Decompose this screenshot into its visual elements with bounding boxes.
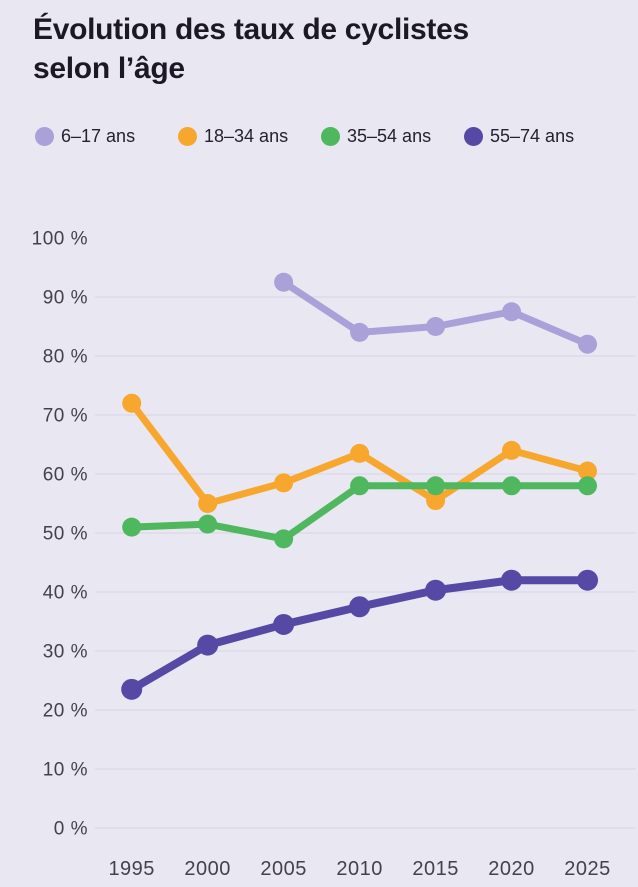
legend-item-35-54: 35–54 ans (321, 126, 464, 147)
data-point (578, 461, 598, 481)
data-point (426, 491, 446, 511)
x-tick-label: 2000 (184, 858, 231, 880)
y-tick-label: 80 % (43, 347, 88, 368)
data-point (197, 634, 219, 656)
data-point (425, 579, 447, 601)
x-axis-labels: 1995 2000 2005 2010 2015 2020 2025 (108, 858, 610, 880)
data-point (121, 678, 143, 700)
series-6–17ans (274, 272, 598, 354)
data-point (274, 272, 294, 292)
y-tick-label: 50 % (43, 524, 88, 545)
data-point (122, 517, 142, 537)
data-point (273, 613, 295, 635)
data-point (577, 569, 599, 591)
x-tick-label: 2020 (488, 858, 535, 880)
data-point (122, 393, 142, 413)
x-tick-label: 2015 (412, 858, 459, 880)
data-point (578, 476, 598, 496)
data-point (502, 440, 522, 460)
y-tick-label: 10 % (43, 760, 88, 781)
y-tick-label: 20 % (43, 701, 88, 722)
y-tick-label: 30 % (43, 642, 88, 663)
chart-area: 0 % 10 % 20 % 30 % 40 % 50 % 60 % 70 % 80 % 90 % 1… (0, 170, 638, 887)
y-axis-labels: 0 % 10 % 20 % 30 % 40 % 50 % 60 % 70 % 80 % 90 % 1… (32, 229, 88, 840)
data-point (578, 334, 598, 354)
y-tick-label: 100 % (32, 229, 88, 250)
legend-dot-icon (178, 127, 197, 146)
gridlines (95, 296, 636, 829)
page-title-line1: Évolution des taux de cyclistes (33, 13, 469, 46)
x-tick-label: 1995 (108, 858, 155, 880)
line-chart: 0 % 10 % 20 % 30 % 40 % 50 % 60 % 70 % 80 % 90 % 1… (32, 229, 636, 880)
legend-dot-icon (35, 127, 54, 146)
legend-item-6-17: 6–17 ans (35, 126, 178, 147)
data-point (426, 476, 446, 496)
data-point (350, 443, 370, 463)
series-35–54ans (122, 476, 598, 549)
data-point (350, 476, 370, 496)
legend-label: 6–17 ans (61, 126, 136, 146)
data-point (274, 529, 294, 549)
y-tick-label: 0 % (54, 819, 88, 840)
data-point (198, 494, 218, 513)
page-title-line2: selon l’âge (33, 52, 185, 85)
data-point (350, 322, 370, 342)
series-55–74ans (121, 569, 599, 700)
y-tick-label: 70 % (43, 406, 88, 427)
x-tick-label: 2025 (564, 858, 611, 880)
x-tick-label: 2010 (336, 858, 383, 880)
data-point (274, 473, 294, 493)
y-tick-label: 90 % (43, 288, 88, 309)
legend-label: 35–54 ans (347, 126, 432, 146)
y-tick-label: 60 % (43, 465, 88, 486)
data-point (349, 596, 371, 618)
legend-item-55-74: 55–74 ans (464, 126, 607, 147)
legend-label: 55–74 ans (490, 126, 575, 146)
data-point (426, 317, 446, 336)
page-title: Évolution des taux de cyclistes selon l’… (33, 10, 608, 88)
data-point (502, 476, 522, 496)
legend-dot-icon (464, 127, 483, 146)
x-tick-label: 2005 (260, 858, 307, 880)
series-18–34ans (122, 393, 598, 513)
chart-legend: 6–17 ans 18–34 ans 35–54 ans 55–74 ans (35, 126, 607, 147)
legend-label: 18–34 ans (204, 126, 289, 146)
legend-dot-icon (321, 127, 340, 146)
legend-item-18-34: 18–34 ans (178, 126, 321, 147)
data-point (502, 302, 522, 322)
data-point (198, 514, 218, 534)
y-tick-label: 40 % (43, 583, 88, 604)
data-point (501, 569, 523, 591)
